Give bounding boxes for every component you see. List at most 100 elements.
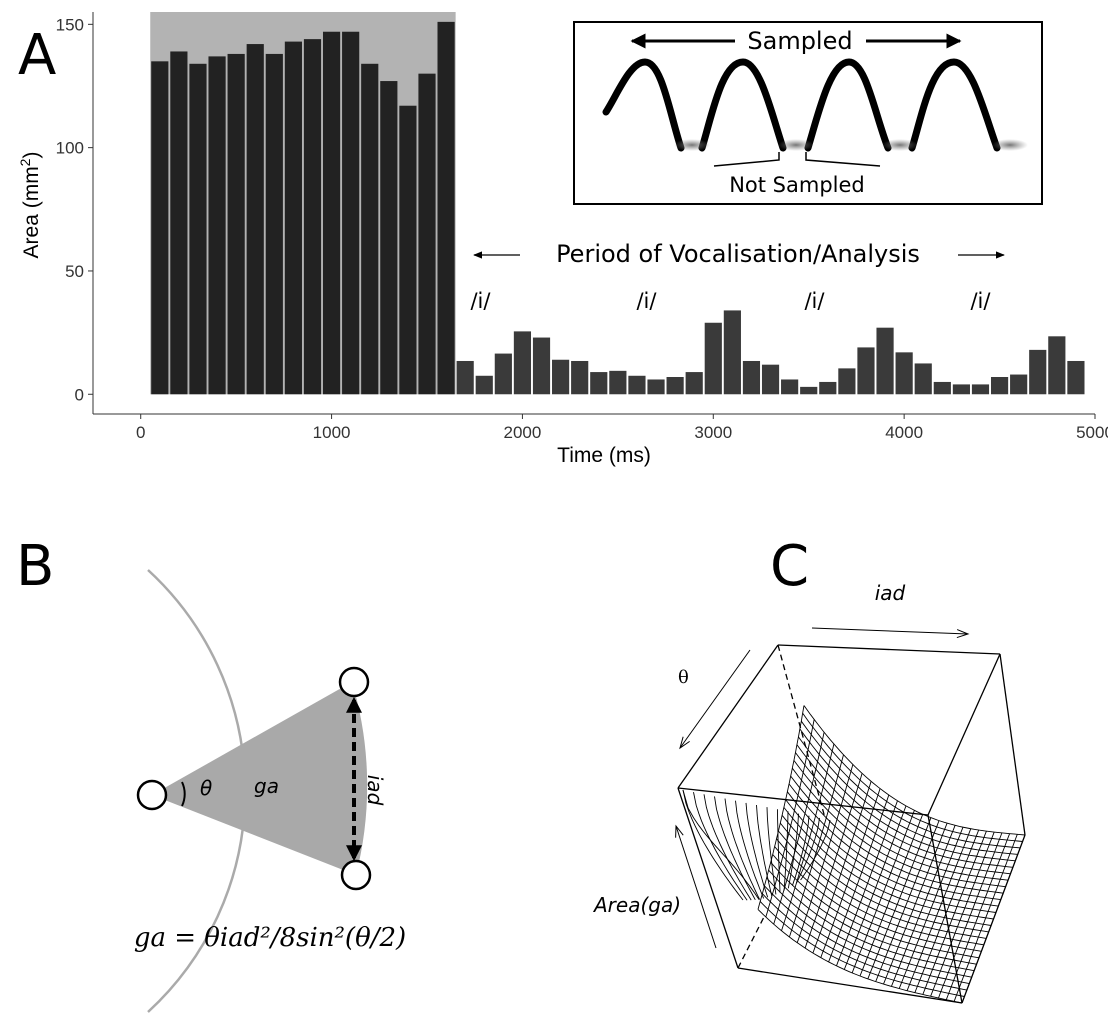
mesh-line-iad xyxy=(953,834,1018,1002)
bottom-node xyxy=(340,859,372,891)
x-axis-label: Time (ms) xyxy=(557,444,651,467)
bar xyxy=(628,375,646,395)
surface-curve xyxy=(693,792,748,901)
surface-curve xyxy=(703,794,752,901)
sector-ga xyxy=(152,682,368,875)
mesh-line-iad xyxy=(867,817,932,980)
bar xyxy=(418,73,436,395)
bar xyxy=(685,372,703,395)
sampling-inset: Sampled Not Sampled xyxy=(573,21,1043,205)
panel-a-label: A xyxy=(18,23,56,88)
unsampled-trough-4 xyxy=(992,139,1028,151)
mesh-line-theta xyxy=(787,791,999,907)
mesh-line-iad xyxy=(898,827,964,989)
surface-curve xyxy=(756,804,773,897)
y-tick-label: 50 xyxy=(65,262,84,281)
bar xyxy=(666,377,684,395)
sampled-label: Sampled xyxy=(747,27,852,55)
area-axis-label: Area(ga) xyxy=(592,893,681,917)
surface-curve xyxy=(796,817,820,884)
mesh-line-iad xyxy=(757,705,805,910)
unsampled-trough-2 xyxy=(778,139,814,151)
surface-curve xyxy=(745,802,769,898)
bar xyxy=(475,375,493,395)
surface-curve xyxy=(787,813,799,889)
iad-label: iad xyxy=(363,775,387,806)
bar xyxy=(571,360,589,395)
mesh-line-iad xyxy=(843,805,907,970)
mesh-line-iad xyxy=(796,764,854,943)
unsampled-trough-3 xyxy=(882,139,918,151)
bar xyxy=(1029,349,1047,395)
theta-label: θ xyxy=(200,776,212,800)
mesh-line-iad xyxy=(812,781,872,954)
mesh-line-theta xyxy=(803,705,1026,836)
bar xyxy=(647,379,665,395)
panel-b-label: B xyxy=(16,534,54,599)
bar xyxy=(303,39,322,395)
bar xyxy=(781,379,799,395)
x-tick-label: 2000 xyxy=(504,423,542,442)
theta-arc xyxy=(181,781,186,807)
surface-wall-edge xyxy=(682,789,760,901)
x-tick-label: 4000 xyxy=(885,423,923,442)
mesh-line-iad xyxy=(961,834,1026,1004)
x-tick-label: 3000 xyxy=(694,423,732,442)
vowel-label: /i/ xyxy=(470,289,491,313)
bar xyxy=(380,81,398,395)
bar xyxy=(437,21,455,395)
x-tick-label: 1000 xyxy=(313,423,351,442)
period-annotation: Period of Vocalisation/Analysis xyxy=(473,240,1005,268)
vowel-labels: /i/ /i/ /i/ /i/ xyxy=(470,289,991,313)
bar xyxy=(227,53,245,395)
bar xyxy=(609,370,627,395)
bar xyxy=(819,381,837,395)
y-tick-label: 100 xyxy=(56,139,84,158)
mesh-line-iad xyxy=(930,831,995,997)
bar xyxy=(704,322,722,395)
vowel-label: /i/ xyxy=(804,289,825,313)
mesh-line-iad xyxy=(875,820,940,982)
bar xyxy=(208,56,226,395)
mesh-line-theta xyxy=(757,909,963,1004)
bar xyxy=(895,352,913,395)
surface-curve xyxy=(800,819,831,881)
bar xyxy=(456,360,474,395)
mesh-line-iad xyxy=(945,833,1011,1000)
surface-curve xyxy=(777,809,781,893)
bar xyxy=(838,368,856,395)
mesh-line-iad xyxy=(914,829,980,993)
iad-axis-label: iad xyxy=(875,581,906,605)
bar xyxy=(189,63,207,395)
bar xyxy=(990,377,1009,395)
waveform xyxy=(602,58,1001,152)
top-node xyxy=(338,666,370,698)
surface-curve xyxy=(783,811,789,891)
mesh-line-iad xyxy=(938,832,1003,999)
bar xyxy=(1010,374,1028,395)
mesh-line-theta xyxy=(772,854,980,959)
mesh-line-iad xyxy=(890,825,956,987)
mesh-line-iad xyxy=(820,788,881,958)
bar xyxy=(361,63,379,395)
not-sampled-leaders xyxy=(713,152,881,167)
area-formula: ga = θiad²/8sin²(θ/2) xyxy=(134,923,406,953)
surface-plot: iad θ Area(ga) xyxy=(592,581,1026,1004)
mesh-line-iad xyxy=(804,773,863,949)
bar xyxy=(265,53,283,395)
mesh-line-iad xyxy=(828,794,890,963)
y-tick-label: 0 xyxy=(75,385,84,404)
bar xyxy=(971,384,990,395)
bar xyxy=(399,105,417,395)
mesh-line-iad xyxy=(836,800,898,966)
bar xyxy=(322,31,341,395)
area-arrow xyxy=(675,824,717,949)
bars xyxy=(151,21,1085,395)
bar xyxy=(800,386,818,395)
y-tick-label: 150 xyxy=(56,15,84,34)
panel-c-label: C xyxy=(770,534,809,599)
bar xyxy=(590,372,608,395)
